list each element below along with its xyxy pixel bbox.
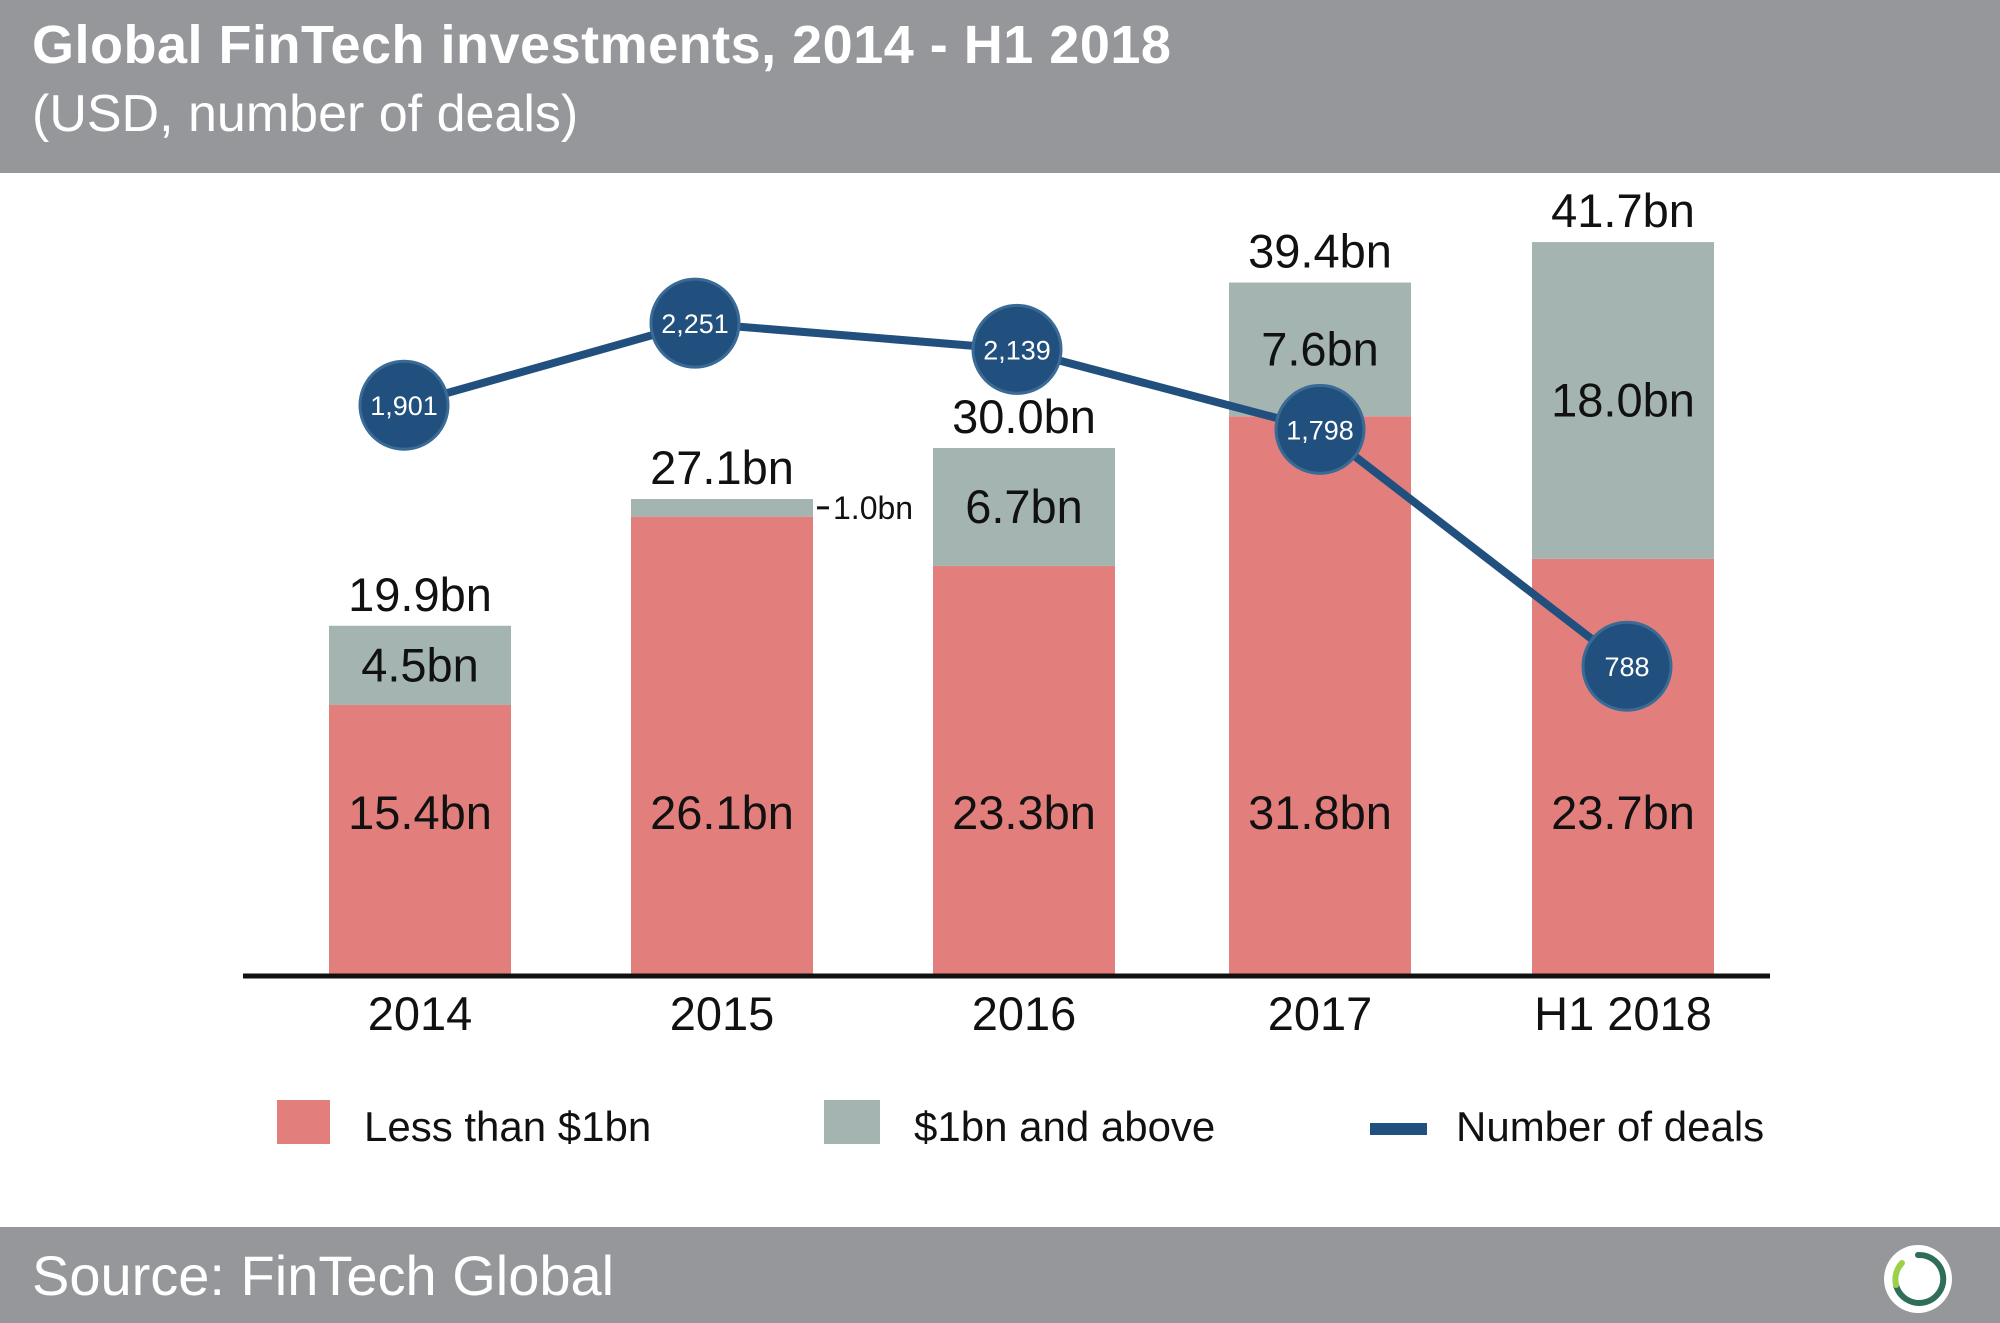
circle-swirl-logo-icon: [1884, 1245, 1952, 1313]
legend-label-less-than-1bn: Less than $1bn: [364, 1103, 651, 1150]
chart-subtitle: (USD, number of deals): [32, 85, 579, 143]
bar-label-1bn-and-above: 4.5bn: [361, 638, 479, 691]
x-axis-tick-label: 2015: [670, 987, 775, 1040]
number-of-deals-label: 788: [1604, 652, 1649, 682]
bar-total-label: 27.1bn: [650, 441, 794, 494]
bar-total-label: 39.4bn: [1248, 225, 1392, 278]
x-axis-tick-label: 2014: [368, 987, 473, 1040]
bar-less-than-1bn-2016: [933, 565, 1115, 976]
bar-1bn-and-above-2016: [933, 448, 1115, 566]
bar-label-less-than-1bn: 15.4bn: [348, 786, 492, 839]
bar-1bn-and-above-2015: [631, 499, 813, 517]
bar-1bn-and-above-2014: [329, 625, 511, 705]
chart-title: Global FinTech investments, 2014 - H1 20…: [32, 15, 1172, 75]
number-of-deals-point: [971, 303, 1063, 395]
bar-label-1bn-and-above: 7.6bn: [1261, 322, 1379, 375]
source-note: Source: FinTech Global: [32, 1244, 615, 1307]
bar-label-less-than-1bn: 23.7bn: [1551, 786, 1695, 839]
chart-header: Global FinTech investments, 2014 - H1 20…: [0, 0, 2000, 173]
number-of-deals-label: 1,798: [1286, 415, 1354, 445]
number-of-deals-label: 2,251: [661, 309, 729, 339]
bar-less-than-1bn-2017: [1229, 416, 1411, 976]
legend-swatch-1bn-and-above: [824, 1100, 880, 1144]
x-axis-tick-label: 2016: [972, 987, 1077, 1040]
bar-total-label: 41.7bn: [1551, 184, 1695, 237]
bar-total-label: 30.0bn: [952, 390, 1096, 443]
bar-1bn-and-above-h1-2018: [1532, 242, 1714, 559]
legend-swatch-less-than-1bn: [277, 1100, 330, 1144]
bar-total-label: 19.9bn: [348, 568, 492, 621]
number-of-deals-point: [358, 359, 450, 451]
x-axis-tick-label: 2017: [1268, 987, 1373, 1040]
chart-footer: Source: FinTech Global: [0, 1227, 2000, 1323]
legend-label-number-of-deals: Number of deals: [1456, 1103, 1764, 1150]
legend-swatch-number-of-deals: [1370, 1123, 1427, 1135]
bar-label-1bn-and-above: 1.0bn: [833, 490, 913, 526]
bar-label-less-than-1bn: 26.1bn: [650, 786, 794, 839]
bar-label-1bn-and-above: 6.7bn: [965, 480, 1083, 533]
legend-label-1bn-and-above: $1bn and above: [914, 1103, 1215, 1150]
stacked-bar-line-chart: 15.4bn 4.5bn 19.9bn 2014 26.1bn 1.0bn 27.1bn 20…: [243, 184, 1770, 1150]
bar-label-less-than-1bn: 31.8bn: [1248, 786, 1392, 839]
bar-less-than-1bn-2014: [329, 704, 511, 976]
bar-label-less-than-1bn: 23.3bn: [952, 786, 1096, 839]
bar-label-1bn-and-above: 18.0bn: [1551, 373, 1695, 426]
number-of-deals-label: 2,139: [983, 335, 1051, 365]
number-of-deals-point: [1274, 383, 1366, 475]
bar-less-than-1bn-2015: [631, 516, 813, 976]
number-of-deals-point: [1581, 620, 1673, 712]
x-axis-tick-label: H1 2018: [1534, 987, 1712, 1040]
number-of-deals-point: [649, 277, 741, 369]
number-of-deals-label: 1,901: [370, 391, 438, 421]
